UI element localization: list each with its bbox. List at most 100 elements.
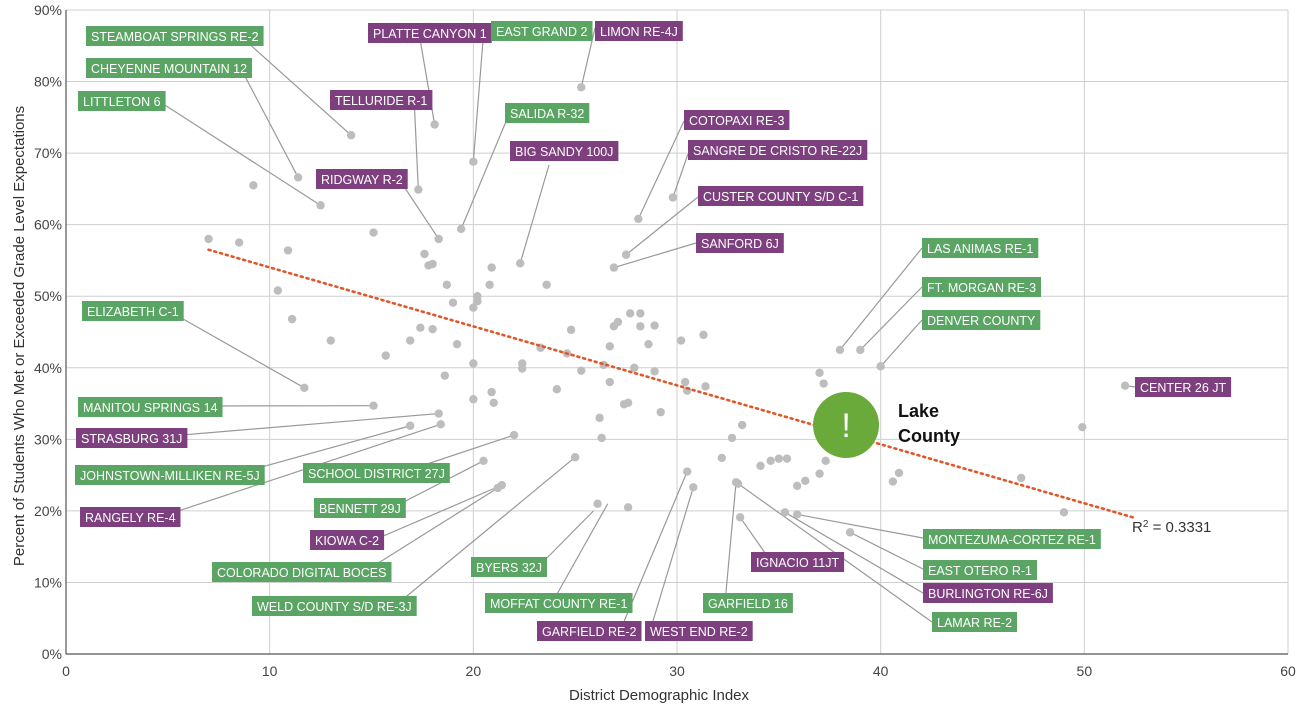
data-point: [443, 281, 451, 289]
leader-line: [797, 514, 923, 538]
highlight-label-line1: Lake: [898, 401, 939, 421]
y-tick-label: 20%: [34, 503, 62, 519]
label-text: EAST GRAND 2: [496, 25, 588, 39]
label-text: GARFIELD 16: [708, 597, 788, 611]
label-text: STEAMBOAT SPRINGS RE-2: [91, 30, 259, 44]
district-label: CUSTER COUNTY S/D C-1: [698, 186, 863, 206]
leader-line: [237, 33, 351, 135]
label-text: LAS ANIMAS RE-1: [927, 242, 1033, 256]
alert-symbol: !: [841, 407, 850, 445]
x-tick-label: 20: [466, 663, 482, 679]
label-text: LAMAR RE-2: [937, 616, 1012, 630]
district-label: SANGRE DE CRISTO RE-22J: [688, 140, 867, 160]
district-label: BYERS 32J: [471, 557, 547, 577]
data-point: [204, 235, 212, 243]
leader-line: [461, 112, 510, 229]
label-text: IGNACIO 11JT: [756, 556, 839, 570]
district-label: GARFIELD RE-2: [537, 621, 642, 641]
y-tick-label: 10%: [34, 574, 62, 590]
data-point: [469, 359, 477, 367]
data-point: [657, 408, 665, 416]
data-point: [428, 325, 436, 333]
label-text: BURLINGTON RE-6J: [928, 587, 1048, 601]
district-label: RANGELY RE-4: [80, 507, 181, 527]
district-label: GARFIELD 16: [703, 593, 793, 613]
data-point: [756, 462, 764, 470]
data-point: [699, 331, 707, 339]
data-point: [701, 382, 709, 390]
data-point: [577, 83, 585, 91]
district-label: COTOPAXI RE-3: [684, 110, 789, 130]
x-axis-title: District Demographic Index: [569, 687, 750, 704]
label-text: STRASBURG 31J: [81, 432, 182, 446]
data-point: [457, 225, 465, 233]
label-text: TELLURIDE R-1: [335, 94, 427, 108]
district-label: MONTEZUMA-CORTEZ RE-1: [923, 529, 1101, 549]
data-point: [681, 378, 689, 386]
data-point: [821, 457, 829, 465]
leader-line: [473, 28, 484, 162]
data-point: [781, 508, 789, 516]
data-point: [494, 484, 502, 492]
data-point: [577, 366, 585, 374]
district-label: MOFFAT COUNTY RE-1: [485, 593, 633, 613]
label-text: ELIZABETH C-1: [87, 305, 179, 319]
leader-line: [520, 165, 549, 263]
label-text: SALIDA R-32: [510, 107, 584, 121]
label-text: CENTER 26 JT: [1140, 381, 1226, 395]
leader-line: [552, 504, 608, 603]
district-label: LAS ANIMAS RE-1: [922, 238, 1038, 258]
data-point: [606, 378, 614, 386]
data-point: [288, 315, 296, 323]
district-label: ELIZABETH C-1: [82, 301, 184, 321]
data-point: [441, 371, 449, 379]
y-tick-label: 90%: [34, 2, 62, 18]
data-point: [485, 281, 493, 289]
data-point: [630, 364, 638, 372]
data-point: [284, 246, 292, 254]
data-point: [815, 369, 823, 377]
data-point: [435, 409, 443, 417]
lake-county-highlight: ! Lake County: [813, 392, 960, 458]
label-text: KIOWA C-2: [315, 534, 379, 548]
leader-line: [169, 311, 304, 388]
district-label: STEAMBOAT SPRINGS RE-2: [86, 26, 264, 46]
data-point: [300, 384, 308, 392]
data-point: [650, 367, 658, 375]
district-label: BENNETT 29J: [314, 498, 406, 518]
data-point: [542, 281, 550, 289]
label-text: CUSTER COUNTY S/D C-1: [703, 190, 858, 204]
data-point: [469, 157, 477, 165]
district-label: TELLURIDE R-1: [330, 90, 432, 110]
data-point: [624, 399, 632, 407]
data-point: [430, 120, 438, 128]
x-tick-label: 40: [873, 663, 889, 679]
label-text: CHEYENNE MOUNTAIN 12: [91, 62, 247, 76]
y-tick-label: 40%: [34, 360, 62, 376]
data-point: [683, 467, 691, 475]
data-point: [294, 173, 302, 181]
data-point: [793, 510, 801, 518]
y-tick-label: 30%: [34, 431, 62, 447]
data-point: [636, 322, 644, 330]
data-point: [571, 453, 579, 461]
district-label: PLATTE CANYON 1: [368, 23, 492, 43]
x-tick-label: 0: [62, 663, 70, 679]
x-tick-label: 10: [262, 663, 278, 679]
data-point: [1121, 381, 1129, 389]
district-label: EAST OTERO R-1: [923, 560, 1037, 580]
data-point: [249, 181, 257, 189]
data-point: [553, 385, 561, 393]
leader-line: [725, 482, 736, 603]
data-point: [734, 479, 742, 487]
data-point: [634, 215, 642, 223]
district-label: SALIDA R-32: [505, 103, 589, 123]
data-point: [815, 469, 823, 477]
data-point: [624, 503, 632, 511]
data-point: [669, 193, 677, 201]
data-point: [895, 469, 903, 477]
label-text: LIMON RE-4J: [600, 25, 678, 39]
data-point: [876, 362, 884, 370]
data-point: [889, 477, 897, 485]
data-point: [856, 346, 864, 354]
